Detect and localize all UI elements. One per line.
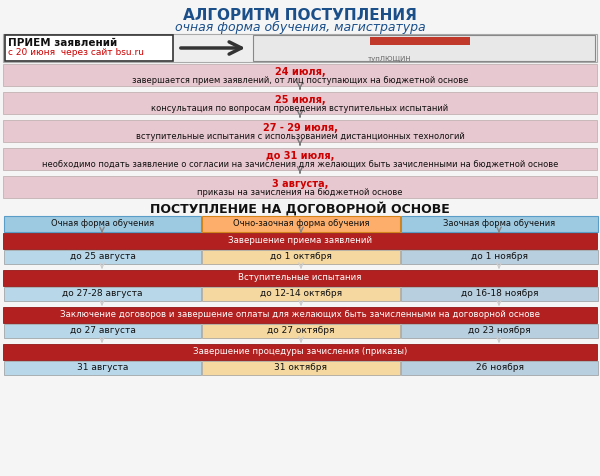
Text: Завершение приема заявлений: Завершение приема заявлений bbox=[228, 236, 372, 245]
Bar bbox=[5, 35, 173, 61]
Bar bbox=[202, 324, 400, 338]
Text: до 16-18 ноября: до 16-18 ноября bbox=[461, 289, 538, 298]
Bar bbox=[202, 287, 400, 301]
Bar bbox=[401, 361, 598, 375]
Text: Заочная форма обучения: Заочная форма обучения bbox=[443, 219, 556, 228]
Bar bbox=[401, 250, 598, 264]
Bar bbox=[3, 176, 597, 198]
Text: АЛГОРИТМ ПОСТУПЛЕНИЯ: АЛГОРИТМ ПОСТУПЛЕНИЯ bbox=[183, 8, 417, 23]
Bar bbox=[3, 307, 597, 323]
Text: приказы на зачисления на бюджетной основе: приказы на зачисления на бюджетной основ… bbox=[197, 188, 403, 197]
Text: до 1 ноября: до 1 ноября bbox=[471, 252, 528, 261]
Text: 25 июля,: 25 июля, bbox=[275, 95, 325, 105]
Bar bbox=[4, 216, 201, 232]
Text: завершается прием заявлений, от лиц поступающих на бюджетной основе: завершается прием заявлений, от лиц пост… bbox=[132, 76, 468, 85]
Text: 24 июля,: 24 июля, bbox=[275, 67, 325, 77]
Bar bbox=[3, 92, 597, 114]
Text: Завершение процедуры зачисления (приказы): Завершение процедуры зачисления (приказы… bbox=[193, 347, 407, 356]
Text: до 27-28 августа: до 27-28 августа bbox=[62, 289, 143, 298]
Bar bbox=[3, 148, 597, 170]
Bar bbox=[401, 287, 598, 301]
Text: 3 августа,: 3 августа, bbox=[272, 179, 328, 189]
Text: Очно-заочная форма обучения: Очно-заочная форма обучения bbox=[233, 219, 369, 228]
Text: 26 ноября: 26 ноября bbox=[476, 363, 523, 372]
Text: с 20 июня  через сайт bsu.ru: с 20 июня через сайт bsu.ru bbox=[8, 48, 144, 57]
Bar bbox=[401, 216, 598, 232]
Bar bbox=[4, 287, 201, 301]
Text: до 27 октября: до 27 октября bbox=[267, 326, 335, 335]
Text: необходимо подать заявление о согласии на зачисления для желающих быть зачисленн: необходимо подать заявление о согласии н… bbox=[42, 160, 558, 169]
Bar bbox=[202, 250, 400, 264]
Bar bbox=[3, 64, 597, 86]
Bar bbox=[202, 216, 400, 232]
Bar bbox=[253, 35, 595, 61]
Bar bbox=[4, 324, 201, 338]
Text: до 1 октября: до 1 октября bbox=[270, 252, 332, 261]
Bar bbox=[3, 34, 597, 62]
Text: до 31 июля,: до 31 июля, bbox=[266, 151, 334, 161]
Text: Вступительные испытания: Вступительные испытания bbox=[238, 273, 362, 282]
Bar bbox=[401, 324, 598, 338]
Text: до 25 августа: до 25 августа bbox=[70, 252, 136, 261]
Bar bbox=[370, 37, 470, 45]
Bar bbox=[3, 120, 597, 142]
Bar bbox=[3, 344, 597, 360]
Text: 31 октября: 31 октября bbox=[275, 363, 328, 372]
Text: тупЛЮЩИН: тупЛЮЩИН bbox=[368, 56, 412, 62]
Text: до 12-14 октября: до 12-14 октября bbox=[260, 289, 342, 298]
Text: ПРИЕМ заявлений: ПРИЕМ заявлений bbox=[8, 38, 117, 48]
Text: Очная форма обучения: Очная форма обучения bbox=[51, 219, 154, 228]
Text: до 23 ноября: до 23 ноября bbox=[468, 326, 531, 335]
Text: до 27 августа: до 27 августа bbox=[70, 326, 136, 335]
Text: ПОСТУПЛЕНИЕ НА ДОГОВОРНОЙ ОСНОВЕ: ПОСТУПЛЕНИЕ НА ДОГОВОРНОЙ ОСНОВЕ bbox=[150, 202, 450, 216]
Bar bbox=[3, 270, 597, 286]
Text: 31 августа: 31 августа bbox=[77, 363, 128, 372]
Text: Заключение договоров и завершение оплаты для желающих быть зачисленными на догов: Заключение договоров и завершение оплаты… bbox=[60, 310, 540, 319]
Bar bbox=[202, 361, 400, 375]
Text: консультация по вопросам проведения вступительных испытаний: консультация по вопросам проведения всту… bbox=[151, 104, 449, 113]
Bar bbox=[3, 233, 597, 249]
Text: 27 - 29 июля,: 27 - 29 июля, bbox=[263, 123, 337, 133]
Text: вступительные испытания с использованием дистанционных технологий: вступительные испытания с использованием… bbox=[136, 132, 464, 141]
Bar bbox=[4, 361, 201, 375]
Bar bbox=[4, 250, 201, 264]
Text: очная форма обучения, магистратура: очная форма обучения, магистратура bbox=[175, 21, 425, 34]
